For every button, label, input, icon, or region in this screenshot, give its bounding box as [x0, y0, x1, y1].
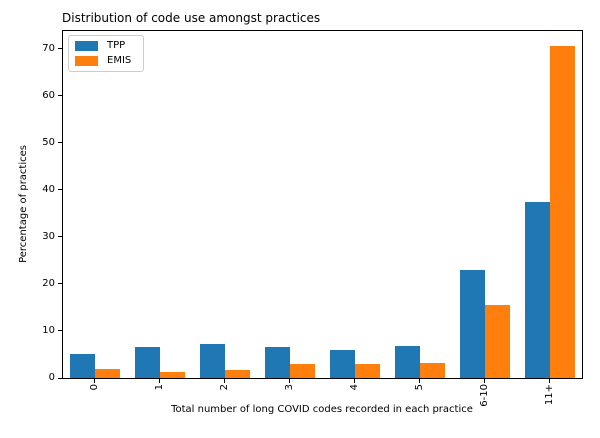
legend: TPP EMIS	[68, 35, 145, 72]
y-tick-label-20: 20	[42, 277, 55, 289]
x-axis-label: Total number of long COVID codes recorde…	[171, 404, 473, 415]
bar-tpp-11+	[524, 202, 550, 378]
x-tick-label-2: 2	[218, 384, 230, 391]
y-tick-label-0: 0	[48, 372, 55, 383]
bar-emis-3	[289, 364, 315, 378]
y-tick-mark-20	[58, 283, 62, 285]
bar-tpp-0	[69, 353, 95, 378]
bar-tpp-5	[394, 346, 420, 378]
y-tick-label-30: 30	[42, 230, 55, 242]
y-tick-label-70: 70	[42, 42, 55, 54]
bar-emis-1	[159, 372, 185, 378]
bar-emis-2	[224, 369, 250, 378]
legend-item-tpp: TPP	[75, 40, 131, 52]
bar-emis-5	[419, 363, 445, 378]
bar-tpp-6-10	[459, 269, 485, 378]
x-tick-label-1: 1	[153, 384, 165, 391]
x-tick-label-6-10: 6-10	[478, 384, 490, 407]
legend-swatch-tpp	[75, 41, 98, 51]
legend-label-emis: EMIS	[107, 55, 132, 66]
x-tick-label-5: 5	[413, 384, 425, 391]
bar-tpp-1	[134, 346, 160, 378]
x-tick-mark-5	[419, 379, 420, 383]
legend-label-tpp: TPP	[107, 40, 126, 51]
x-tick-mark-0	[94, 379, 95, 383]
x-tick-mark-6-10	[484, 379, 485, 383]
bar-emis-11+	[549, 45, 575, 378]
x-tick-label-0: 0	[88, 384, 100, 391]
y-tick-label-40: 40	[42, 183, 55, 195]
bar-emis-0	[94, 368, 120, 378]
y-tick-mark-60	[58, 95, 62, 97]
x-tick-label-3: 3	[283, 384, 295, 391]
legend-swatch-emis	[75, 56, 98, 66]
y-tick-mark-30	[58, 236, 62, 238]
x-tick-label-11+: 11+	[543, 384, 555, 406]
y-axis-label: Percentage of practices	[17, 145, 29, 263]
chart-title: Distribution of code use amongst practic…	[62, 11, 321, 25]
y-tick-mark-10	[58, 330, 62, 332]
y-tick-mark-70	[58, 48, 62, 50]
x-tick-mark-4	[354, 379, 355, 383]
bar-emis-6-10	[484, 304, 510, 378]
legend-item-emis: EMIS	[75, 55, 131, 67]
bar-emis-4	[354, 364, 380, 378]
bar-tpp-2	[199, 344, 225, 378]
x-tick-mark-11+	[549, 379, 550, 383]
y-tick-label-50: 50	[42, 136, 55, 148]
y-tick-label-60: 60	[42, 89, 55, 101]
x-tick-label-4: 4	[348, 384, 360, 391]
x-tick-mark-3	[289, 379, 290, 383]
y-tick-mark-50	[58, 142, 62, 144]
bar-tpp-4	[329, 350, 355, 378]
y-tick-mark-0	[58, 377, 62, 379]
x-tick-mark-2	[224, 379, 225, 383]
y-tick-label-10: 10	[42, 324, 55, 336]
y-tick-mark-40	[58, 189, 62, 191]
bar-tpp-3	[264, 346, 290, 378]
x-tick-mark-1	[159, 379, 160, 383]
